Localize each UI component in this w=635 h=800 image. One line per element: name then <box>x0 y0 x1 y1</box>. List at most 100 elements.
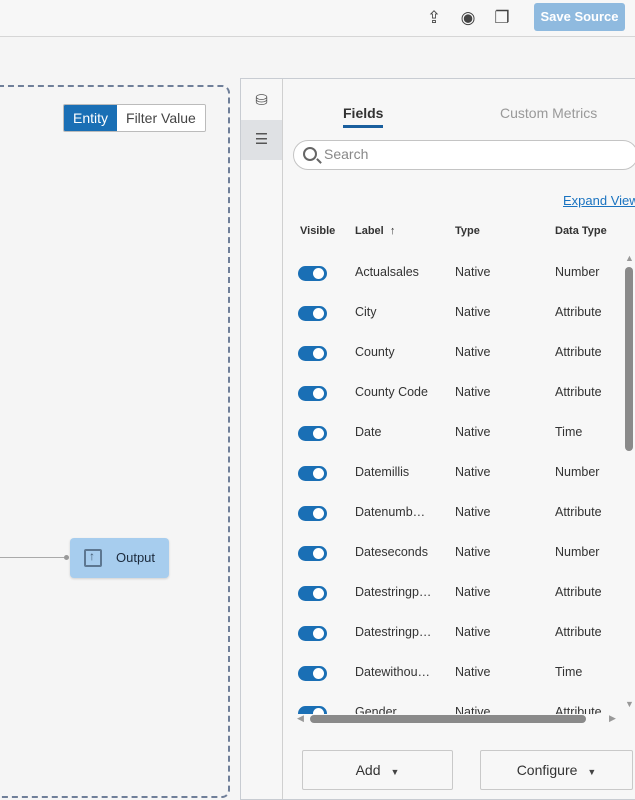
top-toolbar: ⇪ ◉ ❐ Save Source <box>0 0 635 37</box>
vertical-scroll-thumb[interactable] <box>625 267 633 451</box>
field-label: County Code <box>355 385 428 399</box>
connector-port[interactable] <box>64 555 69 560</box>
database-icon[interactable]: ⛁ <box>255 92 268 109</box>
field-data-type: Number <box>555 465 600 479</box>
field-data-type: Attribute <box>555 305 602 319</box>
horizontal-scrollbar[interactable]: ◀ ▶ <box>293 713 623 725</box>
eye-icon[interactable]: ◉ <box>460 8 476 27</box>
field-data-type: Attribute <box>555 345 602 359</box>
copy-icon[interactable]: ❐ <box>494 8 510 27</box>
search-input[interactable] <box>324 146 614 162</box>
table-row: Gender Native Attribute <box>283 691 623 714</box>
scroll-up-icon[interactable]: ▲ <box>625 253 634 263</box>
table-row: County Code Native Attribute <box>283 371 623 411</box>
field-label: Actualsales <box>355 265 419 279</box>
field-type: Native <box>455 665 491 679</box>
field-type: Native <box>455 265 491 279</box>
field-label: Datenumb… <box>355 505 426 519</box>
vertical-scrollbar[interactable]: ▲ ▼ <box>623 251 635 711</box>
flow-canvas <box>0 85 230 798</box>
fields-panel: ⛁ ☰ Fields Custom Metrics Expand View Vi… <box>240 78 635 800</box>
add-label: Add <box>355 762 381 778</box>
table-row: Date Native Time <box>283 411 623 451</box>
scroll-right-icon[interactable]: ▶ <box>609 713 616 723</box>
field-data-type: Number <box>555 545 600 559</box>
field-settings-icon[interactable]: ☰ <box>241 120 282 160</box>
field-label: Gender <box>355 705 397 714</box>
field-data-type: Attribute <box>555 585 602 599</box>
visible-toggle[interactable] <box>298 706 327 714</box>
visible-toggle[interactable] <box>298 306 327 321</box>
visible-toggle[interactable] <box>298 506 327 521</box>
configure-label: Configure <box>516 762 578 778</box>
output-node-label: Output <box>116 550 156 565</box>
field-type: Native <box>455 585 491 599</box>
col-type[interactable]: Type <box>455 225 480 237</box>
search-icon <box>303 147 317 161</box>
visible-toggle[interactable] <box>298 426 327 441</box>
field-label: Datestringp… <box>355 585 432 599</box>
caret-down-icon: ▼ <box>587 767 597 777</box>
visible-toggle[interactable] <box>298 386 327 401</box>
col-data-type[interactable]: Data Type <box>555 225 607 237</box>
search-field[interactable] <box>293 140 635 170</box>
visible-toggle[interactable] <box>298 266 327 281</box>
field-label: Datemillis <box>355 465 410 479</box>
tab-custom-metrics[interactable]: Custom Metrics <box>500 105 598 121</box>
col-visible[interactable]: Visible <box>300 225 336 237</box>
table-row: Datestringp… Native Attribute <box>283 611 623 651</box>
table-row: Actualsales Native Number <box>283 251 623 291</box>
scroll-left-icon[interactable]: ◀ <box>297 713 304 723</box>
field-type: Native <box>455 545 491 559</box>
visible-toggle[interactable] <box>298 346 327 361</box>
field-type: Native <box>455 505 491 519</box>
add-button[interactable]: Add ▼ <box>302 750 453 790</box>
visible-toggle[interactable] <box>298 586 327 601</box>
output-node[interactable]: Output <box>70 538 169 578</box>
field-data-type: Attribute <box>555 505 602 519</box>
table-row: Datewithou… Native Time <box>283 651 623 691</box>
table-row: Datenumb… Native Attribute <box>283 491 623 531</box>
table-row: Datemillis Native Number <box>283 451 623 491</box>
view-toggle: Entity Filter Value <box>63 104 206 132</box>
visible-toggle[interactable] <box>298 466 327 481</box>
visible-toggle[interactable] <box>298 626 327 641</box>
field-data-type: Number <box>555 265 600 279</box>
entity-toggle[interactable]: Entity <box>64 105 118 131</box>
field-data-type: Time <box>555 665 583 679</box>
col-label[interactable]: Label ↑ <box>355 225 395 237</box>
panel-side-strip: ⛁ ☰ <box>241 79 283 799</box>
visible-toggle[interactable] <box>298 546 327 561</box>
field-label: Date <box>355 425 382 439</box>
upload-icon[interactable]: ⇪ <box>426 8 442 27</box>
caret-down-icon: ▼ <box>390 767 400 777</box>
field-label: Dateseconds <box>355 545 428 559</box>
tab-fields[interactable]: Fields <box>343 105 384 128</box>
field-type: Native <box>455 345 491 359</box>
field-label: County <box>355 345 395 359</box>
field-type: Native <box>455 705 491 714</box>
field-label: Datestringp… <box>355 625 432 639</box>
table-row: Dateseconds Native Number <box>283 531 623 571</box>
visible-toggle[interactable] <box>298 666 327 681</box>
table-row: County Native Attribute <box>283 331 623 371</box>
table-row: Datestringp… Native Attribute <box>283 571 623 611</box>
configure-button[interactable]: Configure ▼ <box>480 750 633 790</box>
filter-value-toggle[interactable]: Filter Value <box>117 105 205 131</box>
scroll-down-icon[interactable]: ▼ <box>625 699 634 709</box>
output-icon <box>84 549 102 567</box>
field-type: Native <box>455 625 491 639</box>
save-source-button[interactable]: Save Source <box>534 3 625 31</box>
field-label: City <box>355 305 377 319</box>
field-type: Native <box>455 385 491 399</box>
expand-view-link[interactable]: Expand View <box>563 193 635 208</box>
table-row: City Native Attribute <box>283 291 623 331</box>
horizontal-scroll-thumb[interactable] <box>310 715 586 723</box>
field-type: Native <box>455 465 491 479</box>
field-data-type: Attribute <box>555 385 602 399</box>
field-data-type: Attribute <box>555 625 602 639</box>
field-data-type: Time <box>555 425 583 439</box>
field-data-type: Attribute <box>555 705 602 714</box>
col-label-text: Label <box>355 225 384 237</box>
field-label: Datewithou… <box>355 665 431 679</box>
